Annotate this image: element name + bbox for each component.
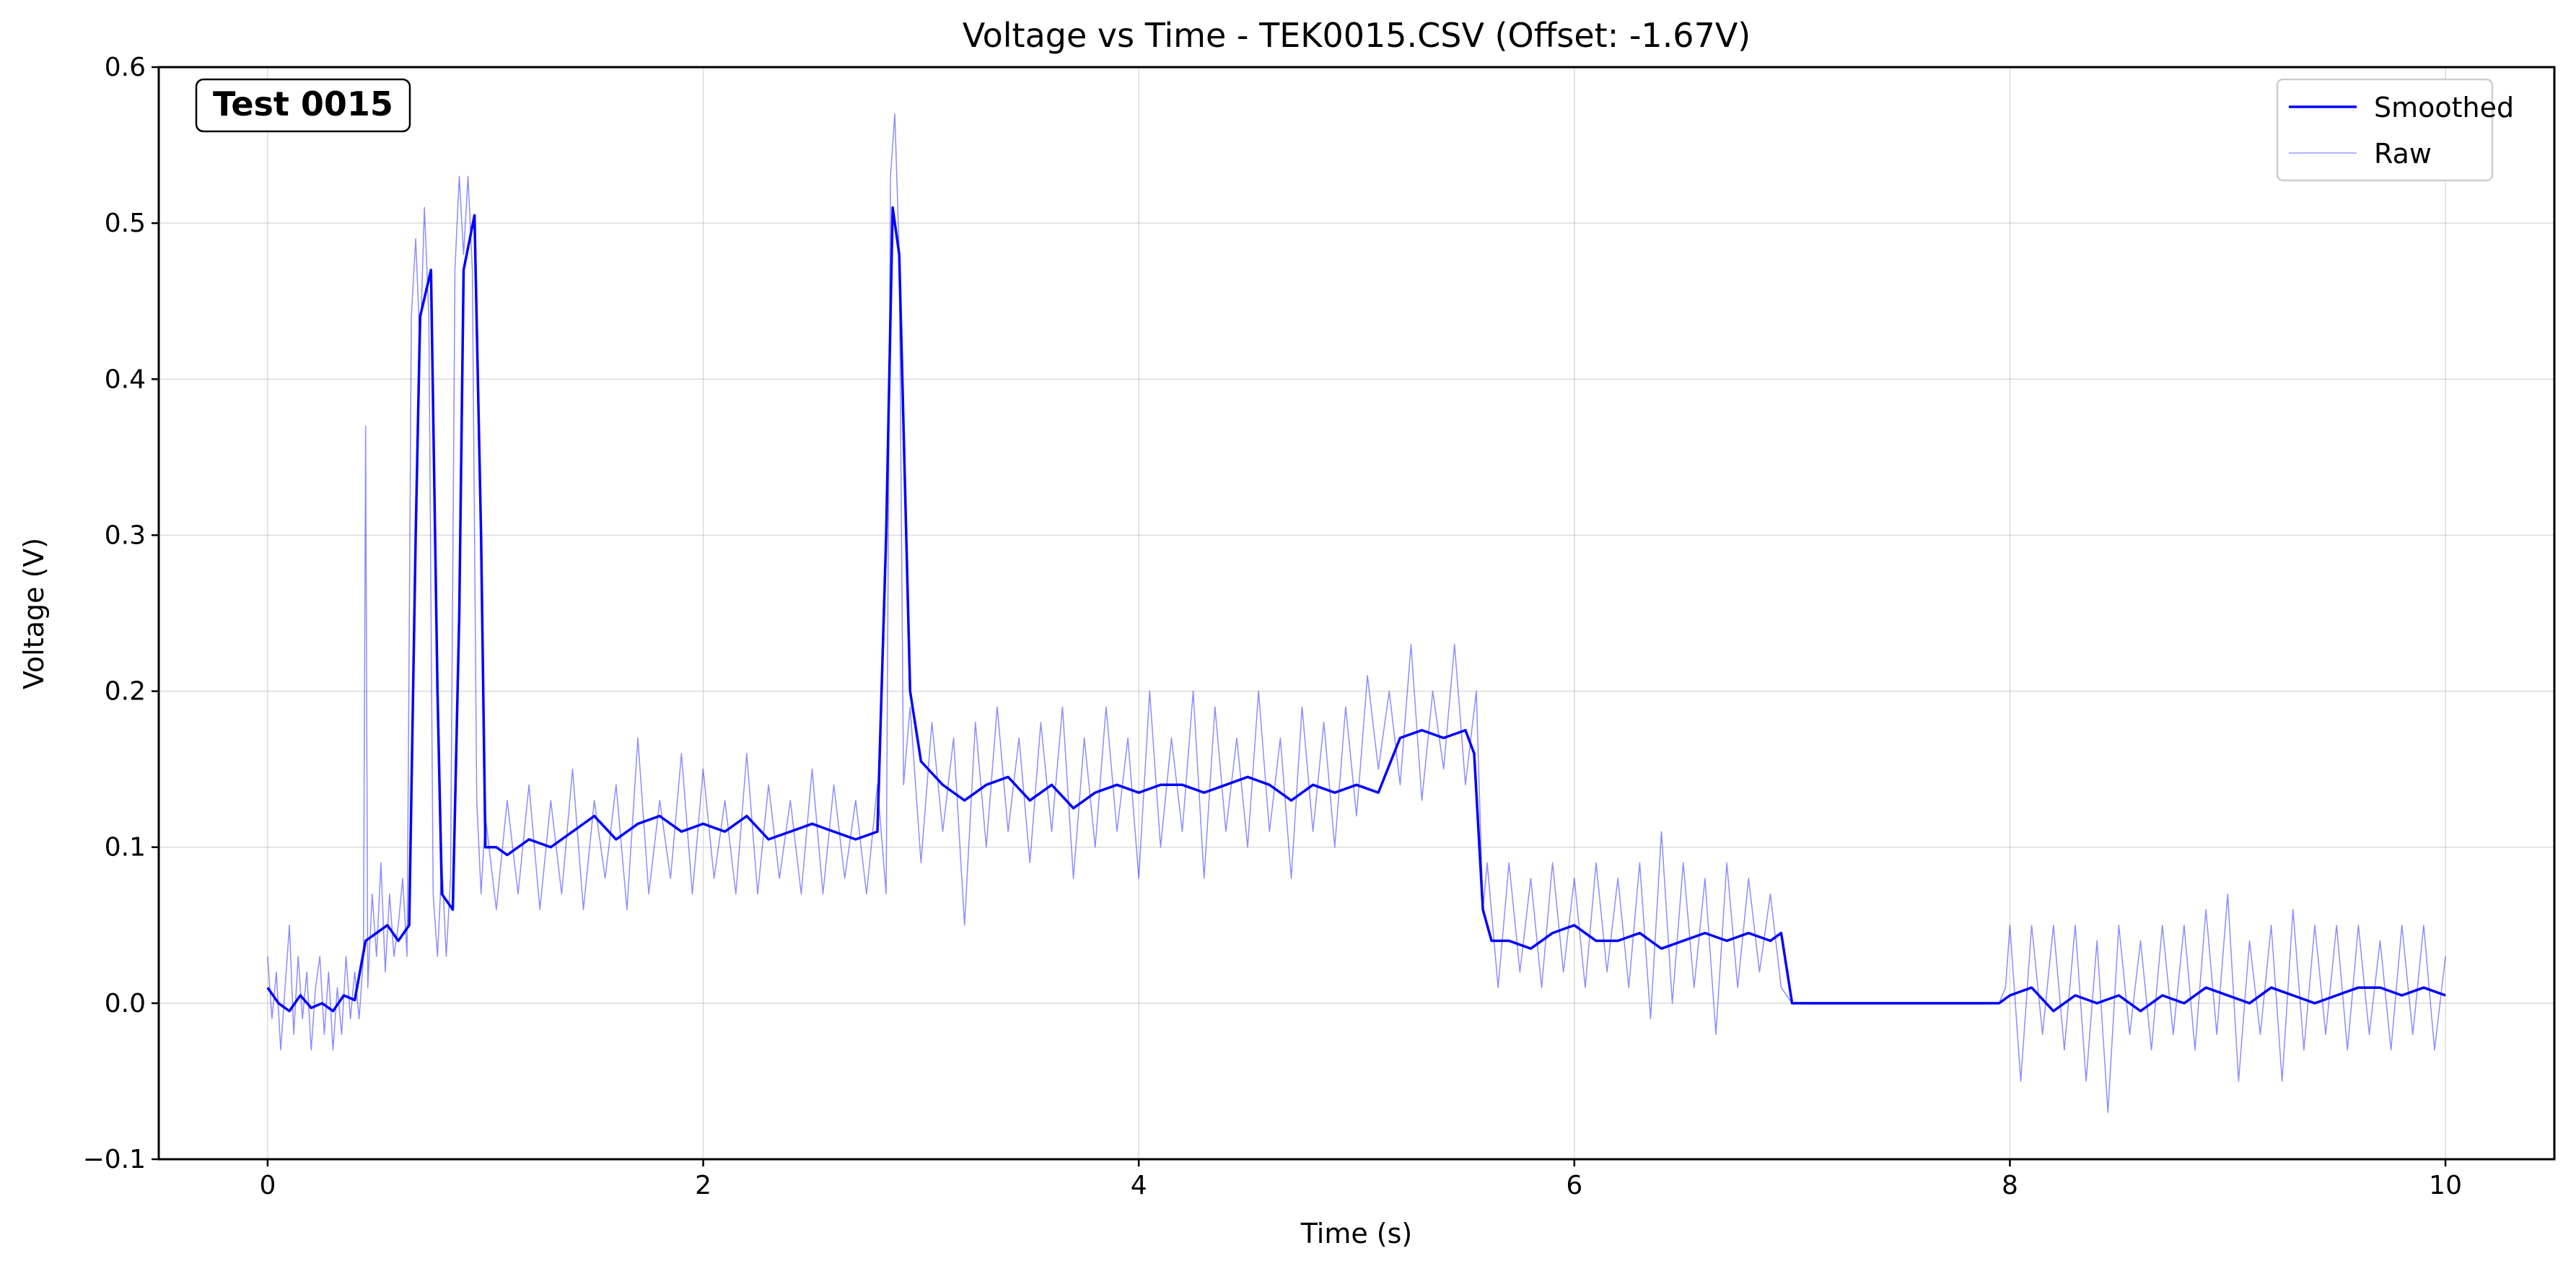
- ticks: 0 2 4 6 8 10 −0.1 0.0 0.1 0.2 0.3 0.4 0.5 0.6: [83, 53, 2462, 1200]
- x-tick-label: 2: [695, 1171, 711, 1200]
- x-tick-label: 6: [1566, 1171, 1582, 1200]
- raw-series-line: [267, 113, 2446, 1113]
- legend: Smoothed Raw: [2276, 78, 2514, 182]
- x-tick-label: 0: [259, 1171, 276, 1200]
- smoothed-series-layer: [266, 206, 2446, 1013]
- y-tick-label: −0.1: [83, 1145, 146, 1174]
- legend-box: [2276, 78, 2494, 182]
- x-tick-label: 10: [2429, 1171, 2462, 1200]
- x-axis-label: Time (s): [1300, 1218, 1413, 1249]
- x-tick-label: 8: [2002, 1171, 2018, 1200]
- chart-title: Voltage vs Time - TEK0015.CSV (Offset: -…: [963, 16, 1751, 55]
- y-axis-label: Voltage (V): [18, 538, 50, 689]
- raw-series-layer: [267, 113, 2446, 1113]
- y-tick-label: 0.0: [105, 989, 146, 1018]
- legend-label-raw: Raw: [2374, 138, 2432, 170]
- y-tick-label: 0.4: [105, 365, 146, 394]
- y-tick-label: 0.1: [105, 833, 146, 863]
- smoothed-series-line: [266, 206, 2446, 1013]
- x-tick-label: 4: [1131, 1171, 1147, 1200]
- y-tick-label: 0.3: [105, 520, 146, 550]
- legend-label-smoothed: Smoothed: [2374, 92, 2514, 123]
- y-tick-label: 0.2: [105, 677, 146, 707]
- annotation-box: Test 0015: [195, 78, 411, 133]
- y-tick-label: 0.6: [105, 53, 146, 82]
- y-tick-label: 0.5: [105, 209, 146, 238]
- annotation-label: Test 0015: [213, 84, 393, 123]
- plot-frame: [157, 66, 2556, 1161]
